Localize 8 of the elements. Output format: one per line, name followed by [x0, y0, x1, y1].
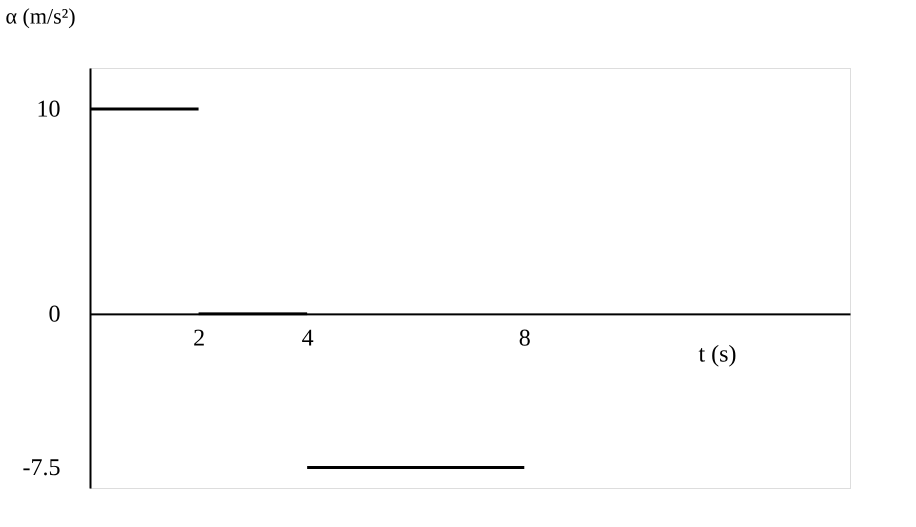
x-tick-label: 8 — [518, 325, 531, 352]
y-tick-label: 10 — [36, 96, 60, 122]
x-axis-title: t (s) — [698, 341, 736, 368]
y-tick-label: 0 — [48, 301, 60, 328]
x-tick-label: 4 — [302, 325, 314, 352]
y-tick-label: -7.5 — [22, 455, 60, 482]
y-axis-title: α (m/s²) — [6, 4, 76, 28]
x-tick-label: 2 — [193, 325, 206, 352]
